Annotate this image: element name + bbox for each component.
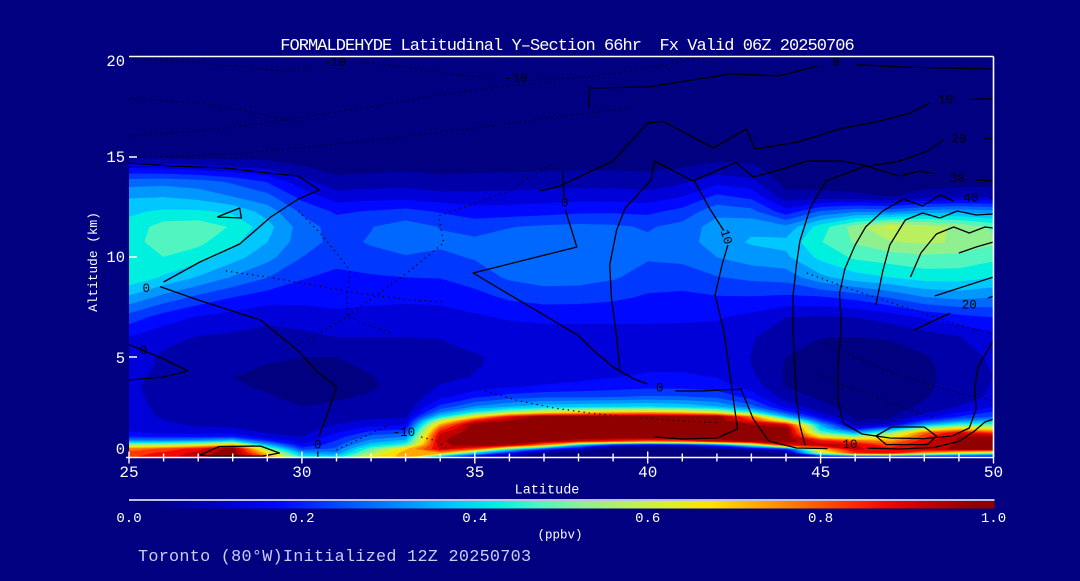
svg-text:-10: -10: [393, 426, 416, 440]
svg-text:30: 30: [292, 464, 311, 482]
svg-text:35: 35: [465, 464, 484, 482]
svg-text:0.0: 0.0: [116, 511, 141, 527]
svg-text:10: 10: [842, 438, 857, 452]
svg-text:-10: -10: [505, 72, 528, 86]
svg-text:40: 40: [963, 191, 978, 205]
svg-text:Toronto (80°W)Initialized 12Z: Toronto (80°W)Initialized 12Z 20250703: [138, 548, 531, 567]
svg-text:20: 20: [962, 299, 977, 313]
svg-text:5: 5: [116, 350, 125, 368]
svg-text:0: 0: [143, 282, 151, 296]
svg-text:15: 15: [106, 149, 125, 167]
svg-text:25: 25: [119, 464, 138, 482]
svg-text:10: 10: [717, 228, 735, 247]
svg-text:20: 20: [951, 132, 966, 146]
svg-text:10: 10: [938, 93, 953, 107]
svg-text:0: 0: [116, 441, 125, 459]
svg-text:-10: -10: [324, 56, 347, 70]
svg-text:40: 40: [638, 464, 657, 482]
svg-text:0.2: 0.2: [289, 511, 314, 527]
svg-text:0: 0: [314, 438, 322, 452]
svg-text:0: 0: [140, 344, 148, 358]
svg-text:Altitude (km): Altitude (km): [86, 212, 101, 312]
svg-text:Latitude: Latitude: [515, 484, 580, 499]
svg-text:0: 0: [832, 56, 840, 70]
svg-text:0: 0: [561, 197, 569, 211]
svg-text:10: 10: [106, 249, 125, 267]
svg-text:0.8: 0.8: [808, 511, 833, 527]
svg-text:50: 50: [984, 464, 1003, 482]
svg-text:20: 20: [106, 53, 125, 71]
svg-text:45: 45: [811, 464, 830, 482]
svg-text:0.6: 0.6: [635, 511, 660, 527]
svg-text:0: 0: [656, 381, 664, 395]
svg-text:FORMALDEHYDE Latitudinal Y–Sec: FORMALDEHYDE Latitudinal Y–Section 66hr …: [280, 37, 854, 56]
svg-text:(ppbv): (ppbv): [537, 529, 582, 543]
svg-text:1.0: 1.0: [981, 511, 1006, 527]
svg-text:0.4: 0.4: [462, 511, 487, 527]
svg-text:30: 30: [950, 172, 965, 186]
